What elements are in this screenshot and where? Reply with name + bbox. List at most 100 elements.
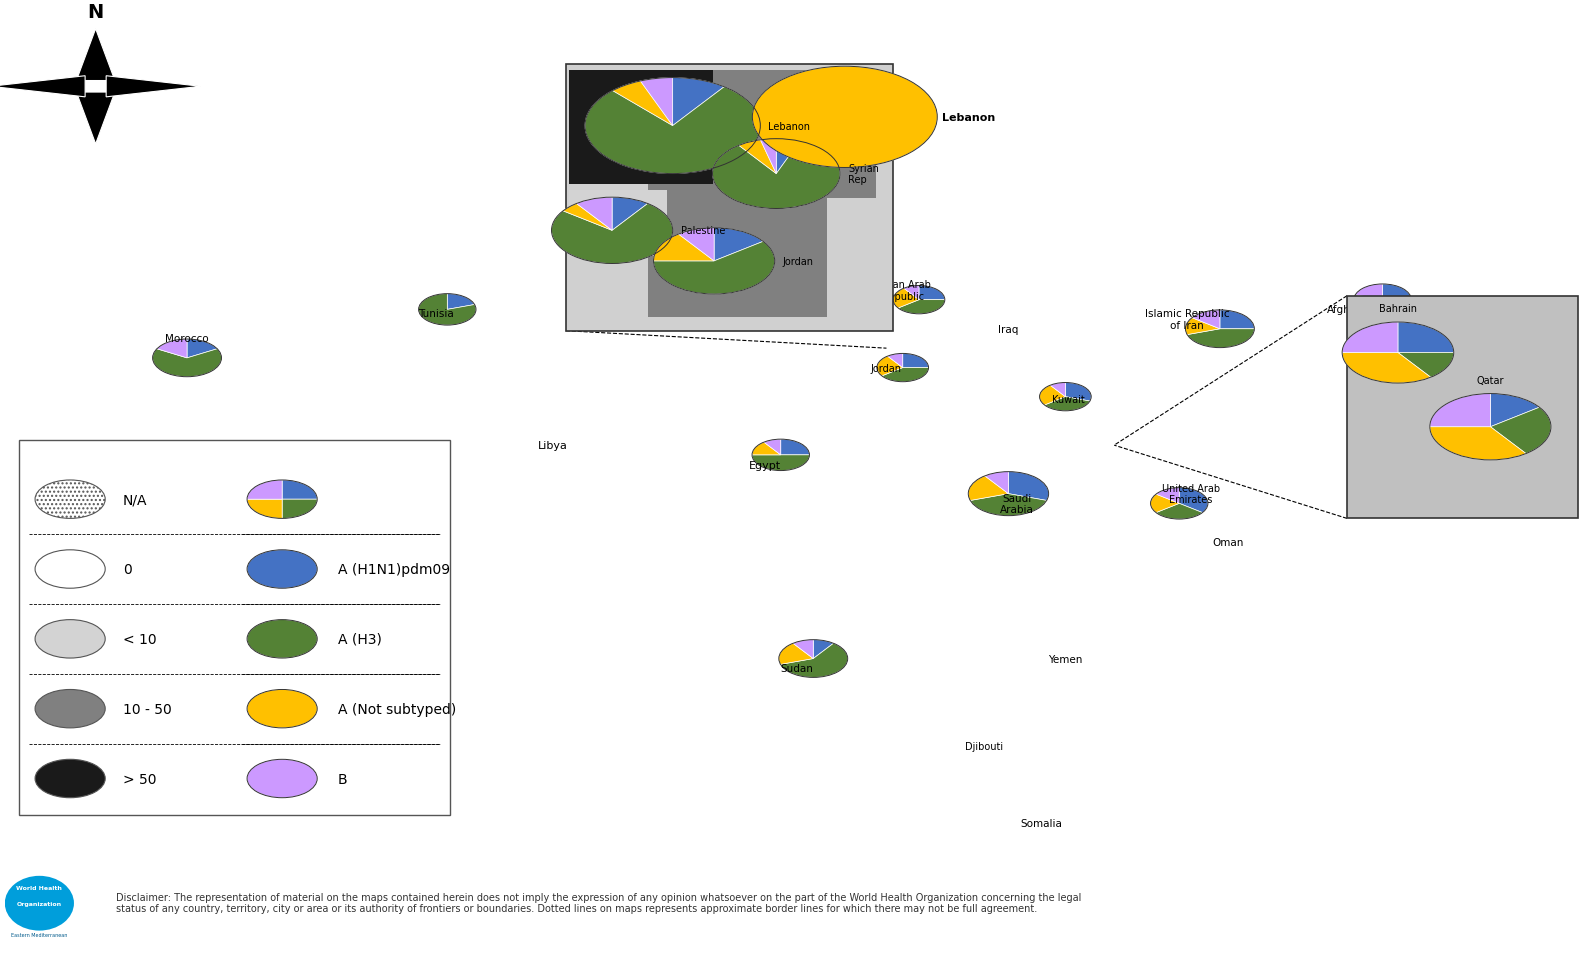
Wedge shape bbox=[563, 204, 612, 231]
Text: Bahrain: Bahrain bbox=[1379, 304, 1417, 314]
Text: Egypt: Egypt bbox=[749, 460, 781, 470]
Wedge shape bbox=[247, 690, 317, 728]
Wedge shape bbox=[752, 456, 810, 471]
Wedge shape bbox=[1039, 386, 1065, 406]
Wedge shape bbox=[971, 494, 1047, 517]
Text: Oman: Oman bbox=[1213, 537, 1243, 548]
Text: A (H1N1)pdm09: A (H1N1)pdm09 bbox=[338, 562, 450, 577]
Wedge shape bbox=[1219, 311, 1254, 330]
Wedge shape bbox=[902, 355, 929, 368]
Wedge shape bbox=[781, 439, 810, 456]
Text: 10 - 50: 10 - 50 bbox=[123, 702, 172, 716]
Wedge shape bbox=[641, 78, 673, 127]
Text: Kuwait: Kuwait bbox=[1052, 395, 1086, 404]
Wedge shape bbox=[1156, 504, 1202, 519]
FancyBboxPatch shape bbox=[566, 66, 893, 332]
Wedge shape bbox=[1044, 397, 1090, 412]
Wedge shape bbox=[776, 139, 800, 174]
Wedge shape bbox=[888, 355, 902, 368]
Wedge shape bbox=[1156, 488, 1180, 504]
Text: Iraq: Iraq bbox=[998, 324, 1019, 335]
Polygon shape bbox=[0, 76, 84, 98]
Text: Somalia: Somalia bbox=[1020, 819, 1062, 828]
FancyBboxPatch shape bbox=[1347, 296, 1578, 518]
FancyBboxPatch shape bbox=[569, 71, 765, 185]
Wedge shape bbox=[714, 229, 764, 262]
Wedge shape bbox=[897, 300, 945, 314]
Text: A (H3): A (H3) bbox=[338, 632, 383, 646]
Text: N: N bbox=[88, 4, 104, 23]
Wedge shape bbox=[920, 286, 945, 300]
Wedge shape bbox=[282, 499, 317, 518]
Wedge shape bbox=[612, 82, 673, 127]
Wedge shape bbox=[1490, 395, 1540, 427]
Wedge shape bbox=[794, 640, 813, 659]
Wedge shape bbox=[673, 78, 724, 127]
Wedge shape bbox=[877, 356, 902, 376]
Wedge shape bbox=[1398, 323, 1454, 354]
Text: Syrian Arab
Republic: Syrian Arab Republic bbox=[874, 280, 931, 301]
Wedge shape bbox=[738, 141, 776, 174]
Polygon shape bbox=[77, 30, 115, 81]
Wedge shape bbox=[1382, 285, 1411, 316]
Wedge shape bbox=[1490, 408, 1551, 454]
Wedge shape bbox=[1192, 311, 1219, 330]
Wedge shape bbox=[1355, 285, 1382, 300]
Wedge shape bbox=[612, 198, 647, 231]
Wedge shape bbox=[1065, 383, 1092, 401]
Wedge shape bbox=[247, 760, 317, 798]
Text: 0: 0 bbox=[123, 562, 131, 577]
Text: Syrian
Rep: Syrian Rep bbox=[848, 164, 878, 185]
Wedge shape bbox=[764, 439, 781, 456]
Text: < 10: < 10 bbox=[123, 632, 156, 646]
Text: Sudan: Sudan bbox=[781, 663, 813, 674]
Text: Lebanon: Lebanon bbox=[768, 121, 810, 132]
FancyBboxPatch shape bbox=[19, 440, 450, 816]
Wedge shape bbox=[752, 443, 781, 456]
FancyBboxPatch shape bbox=[647, 185, 827, 318]
Wedge shape bbox=[1342, 323, 1398, 354]
Text: Eastern Mediterranean: Eastern Mediterranean bbox=[11, 932, 67, 937]
Wedge shape bbox=[186, 339, 217, 358]
Wedge shape bbox=[760, 139, 776, 174]
Text: B: B bbox=[338, 772, 347, 785]
Wedge shape bbox=[813, 640, 834, 659]
Text: Qatar: Qatar bbox=[1476, 375, 1505, 385]
Text: Jordan: Jordan bbox=[870, 363, 902, 374]
Wedge shape bbox=[1151, 495, 1180, 513]
Wedge shape bbox=[1186, 318, 1219, 335]
Text: World Health: World Health bbox=[16, 885, 62, 890]
Polygon shape bbox=[107, 76, 201, 98]
Wedge shape bbox=[448, 294, 475, 310]
Wedge shape bbox=[1342, 354, 1431, 384]
Wedge shape bbox=[1430, 427, 1525, 460]
Text: Yemen: Yemen bbox=[1049, 654, 1082, 664]
Wedge shape bbox=[585, 88, 760, 174]
Wedge shape bbox=[1398, 354, 1454, 377]
Wedge shape bbox=[247, 499, 282, 518]
Text: Disclaimer: The representation of material on the maps contained herein does not: Disclaimer: The representation of materi… bbox=[116, 892, 1082, 914]
Wedge shape bbox=[985, 472, 1009, 494]
Text: Libya: Libya bbox=[539, 440, 567, 451]
Wedge shape bbox=[779, 643, 813, 664]
Wedge shape bbox=[752, 67, 937, 169]
Circle shape bbox=[35, 550, 105, 589]
Text: Tunisia: Tunisia bbox=[418, 309, 454, 319]
Wedge shape bbox=[247, 620, 317, 659]
Text: United Arab
Emirates: United Arab Emirates bbox=[1162, 483, 1219, 505]
Wedge shape bbox=[419, 294, 477, 326]
Text: N/A: N/A bbox=[123, 493, 147, 507]
Text: > 50: > 50 bbox=[123, 772, 156, 785]
Wedge shape bbox=[1180, 488, 1208, 513]
Text: Lebanon: Lebanon bbox=[942, 112, 995, 123]
Text: A (Not subtyped): A (Not subtyped) bbox=[338, 702, 456, 716]
Wedge shape bbox=[1430, 395, 1490, 427]
Wedge shape bbox=[1050, 383, 1065, 397]
Wedge shape bbox=[577, 198, 612, 231]
Wedge shape bbox=[904, 286, 920, 300]
Circle shape bbox=[35, 760, 105, 798]
Text: Islamic Republic
of Iran: Islamic Republic of Iran bbox=[1144, 309, 1229, 331]
Text: Jordan: Jordan bbox=[783, 256, 813, 267]
FancyBboxPatch shape bbox=[569, 191, 666, 257]
Wedge shape bbox=[881, 368, 929, 382]
